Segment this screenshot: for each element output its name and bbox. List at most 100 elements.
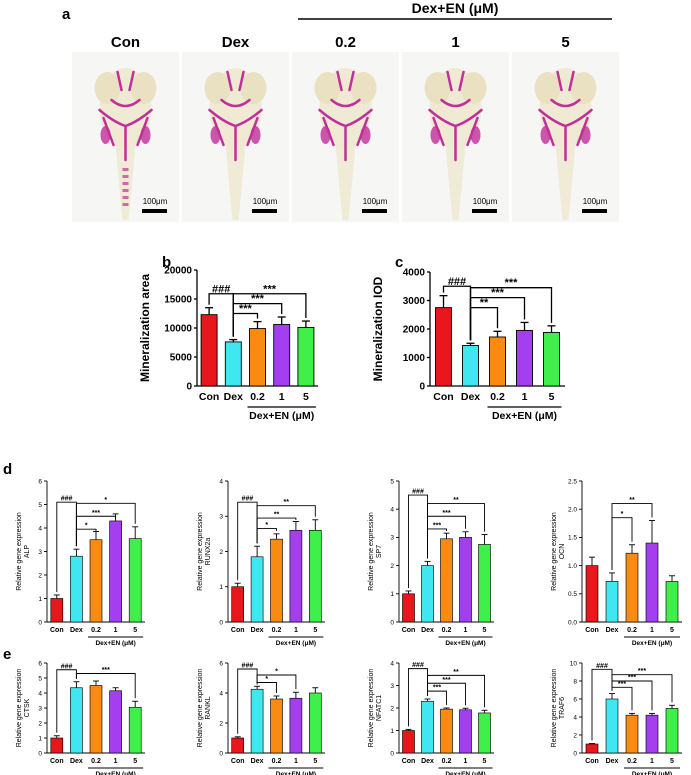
bar-Con bbox=[231, 586, 245, 623]
y-tick-label: 3000 bbox=[403, 296, 426, 307]
significance-label: ### bbox=[212, 283, 230, 295]
bar-1 bbox=[645, 714, 659, 754]
x-tick-label: 5 bbox=[313, 758, 317, 765]
significance-label: *** bbox=[618, 681, 626, 688]
bar-Dex bbox=[70, 555, 83, 623]
gene-label: NFATC1 bbox=[376, 695, 383, 721]
scale-bar-label: 100μm bbox=[143, 197, 168, 206]
x-tick-label: 1 bbox=[294, 758, 298, 765]
bar-0.2 bbox=[270, 698, 283, 754]
group-label: Dex+EN (μM) bbox=[632, 771, 672, 775]
stain-cleithrum-right bbox=[580, 126, 591, 144]
bar-1 bbox=[109, 520, 122, 623]
group-label: Dex+EN (μM) bbox=[95, 640, 135, 647]
significance-label: * bbox=[265, 676, 268, 683]
y-tick-label: 1 bbox=[38, 596, 42, 603]
bar-0.2 bbox=[270, 538, 283, 623]
chart-e3: 0 1 2 3 4 Relative gene expression NFATC1 Con De… bbox=[368, 660, 494, 775]
y-tick-label: 3 bbox=[219, 514, 223, 521]
fish-image-2: 100μm bbox=[292, 52, 399, 222]
significance-label: ### bbox=[412, 489, 424, 496]
significance-bracket bbox=[256, 674, 297, 690]
tail-shape bbox=[225, 145, 246, 220]
significance-label: *** bbox=[92, 510, 100, 517]
significance-label: ** bbox=[453, 669, 459, 676]
bar-Dex bbox=[70, 687, 83, 754]
x-tick-label: Con bbox=[585, 758, 599, 765]
x-tick-label: 1 bbox=[522, 391, 528, 403]
scale-bar bbox=[582, 209, 607, 213]
x-tick-label: Dex bbox=[224, 391, 243, 403]
group-label: Dex+EN (μM) bbox=[95, 771, 135, 775]
y-tick-label: 2000 bbox=[403, 325, 426, 336]
bar-5 bbox=[665, 708, 679, 754]
fish-image-3: 100μm bbox=[402, 52, 509, 222]
gene-label: TRAF6 bbox=[559, 697, 566, 719]
significance-bracket bbox=[611, 503, 653, 570]
gene-label: SP7 bbox=[376, 545, 383, 558]
stain-ethmoid bbox=[226, 70, 245, 92]
stain-cleithrum-left bbox=[100, 126, 111, 144]
stain-vertebra bbox=[122, 182, 129, 185]
stain-vertebra bbox=[122, 189, 129, 192]
stain-cleithrum-right bbox=[360, 126, 371, 144]
scale-bar bbox=[362, 209, 387, 213]
bar-0.2 bbox=[89, 539, 103, 623]
x-tick-label: Dex bbox=[606, 627, 619, 634]
stain-meckel bbox=[220, 98, 251, 108]
stain-cleithrum-left bbox=[540, 126, 551, 144]
stain-meckel bbox=[110, 98, 141, 108]
x-tick-label: Con bbox=[585, 627, 599, 634]
x-tick-label: Con bbox=[402, 758, 416, 765]
y-tick-label: 0 bbox=[38, 619, 42, 626]
significance-label: ### bbox=[61, 496, 73, 503]
x-tick-label: Con bbox=[231, 627, 245, 634]
significance-label: ### bbox=[596, 663, 608, 670]
y-axis-label: Relative gene expression bbox=[368, 669, 375, 748]
significance-bracket bbox=[75, 673, 136, 699]
chart-d3: 0 1 2 3 4 5 Relative gene expression SP7 Con Dex 0… bbox=[368, 478, 494, 647]
y-tick-label: 3 bbox=[38, 705, 42, 712]
fish-image-0: 100μm bbox=[72, 52, 179, 222]
eye-right bbox=[460, 72, 487, 104]
tail-shape bbox=[445, 145, 466, 220]
y-tick-label: 15000 bbox=[164, 295, 192, 306]
x-tick-label: 5 bbox=[483, 758, 487, 765]
y-tick-label: 2 bbox=[38, 572, 42, 579]
x-tick-label: 0.2 bbox=[442, 627, 452, 634]
bar-5 bbox=[478, 544, 491, 623]
significance-label: ** bbox=[274, 512, 280, 519]
gene-label: OCN bbox=[559, 544, 566, 560]
bar-0.2 bbox=[249, 328, 266, 387]
stain-cleithrum-left bbox=[430, 126, 441, 144]
stain-cleithrum-right bbox=[470, 126, 481, 144]
significance-bracket bbox=[256, 505, 316, 544]
chart-e2: 0 2 4 6 Relative gene expression RANKL Con Dex 0… bbox=[197, 660, 325, 775]
significance-label: *** bbox=[433, 522, 441, 529]
group-title-4: 5 bbox=[561, 34, 569, 51]
x-tick-label: 0.2 bbox=[272, 758, 282, 765]
x-tick-label: 1 bbox=[650, 758, 654, 765]
y-axis-label: Relative gene expression bbox=[16, 669, 23, 748]
y-tick-label: 2 bbox=[219, 720, 223, 727]
x-tick-label: Con bbox=[50, 627, 64, 634]
stain-meckel bbox=[330, 98, 361, 108]
stain-vertebra bbox=[122, 175, 129, 178]
significance-label: ### bbox=[412, 662, 424, 669]
bar-Dex bbox=[605, 581, 619, 623]
chart-d1: d 0 1 2 3 4 5 6 Relative gene expression ALP Con De… bbox=[3, 461, 145, 647]
bar-0.2 bbox=[625, 714, 639, 754]
bar-Con bbox=[402, 730, 415, 754]
x-tick-label: 1 bbox=[279, 391, 285, 403]
y-tick-label: 5 bbox=[390, 478, 394, 485]
eye-left bbox=[534, 72, 561, 104]
scale-bar bbox=[142, 209, 167, 213]
y-tick-label: 20000 bbox=[164, 266, 192, 277]
bar-Con bbox=[435, 307, 452, 387]
significance-label: *** bbox=[442, 510, 450, 517]
gene-label: RUNX2a bbox=[205, 538, 212, 566]
gene-label: CTSK bbox=[24, 698, 31, 717]
scale-bar bbox=[472, 209, 497, 213]
